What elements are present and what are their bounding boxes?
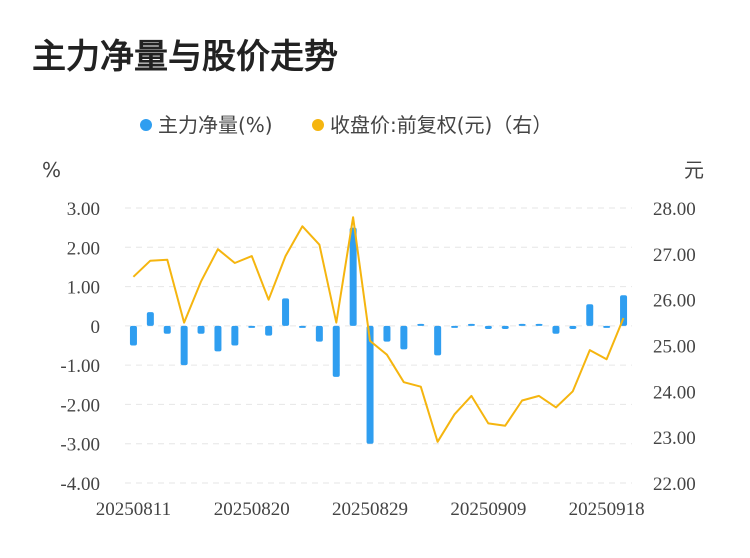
left-axis-ticks: 3.00 2.00 1.00 0 -1.00 -2.00 -3.00 -4.00: [60, 199, 100, 495]
net-volume-bar: [501, 325, 509, 329]
right-tick-label: 26.00: [653, 291, 696, 312]
right-tick-label: 28.00: [653, 199, 696, 220]
net-volume-bar: [434, 325, 442, 356]
net-volume-bar: [248, 325, 256, 328]
net-volume-bar: [332, 325, 340, 377]
net-volume-bars: [129, 227, 628, 444]
x-tick-label: 20250918: [569, 499, 645, 520]
left-tick-label: -3.00: [60, 435, 100, 456]
net-volume-bar: [603, 325, 611, 328]
net-volume-bar: [569, 325, 577, 329]
net-volume-bar: [214, 325, 222, 352]
close-price-line: [132, 216, 625, 443]
left-tick-label: 0: [91, 317, 101, 338]
left-tick-label: -1.00: [60, 356, 100, 377]
net-volume-bar: [349, 227, 357, 326]
right-tick-label: 22.00: [653, 474, 696, 495]
right-axis-unit: 元: [684, 158, 704, 182]
right-axis-ticks: 28.00 27.00 26.00 25.00 24.00 23.00 22.00: [653, 199, 696, 495]
net-volume-bar: [620, 295, 628, 326]
left-tick-label: 3.00: [67, 199, 100, 220]
left-tick-label: -2.00: [60, 395, 100, 416]
right-tick-label: 23.00: [653, 428, 696, 449]
legend-label-net-volume: 主力净量(%): [158, 113, 273, 137]
x-tick-label: 20250820: [214, 499, 290, 520]
net-volume-bar: [180, 325, 188, 366]
net-volume-bar: [231, 325, 239, 346]
net-volume-bar: [282, 298, 290, 326]
net-volume-bar: [129, 325, 137, 346]
net-volume-bar: [467, 323, 475, 326]
net-volume-bar: [586, 304, 594, 326]
net-volume-bar: [197, 325, 205, 334]
net-volume-bar: [265, 325, 273, 336]
net-volume-bar: [383, 325, 391, 342]
right-tick-label: 27.00: [653, 245, 696, 266]
legend: 主力净量(%) 收盘价:前复权(元)（右）: [140, 113, 552, 137]
legend-dot-close-price: [312, 119, 324, 131]
grid-lines: [125, 207, 632, 484]
close-price-line-group: [132, 216, 625, 443]
net-volume-bar: [451, 325, 459, 328]
x-tick-label: 20250909: [450, 499, 526, 520]
net-volume-bar: [298, 325, 306, 328]
net-volume-bar: [417, 323, 425, 326]
net-volume-bar: [366, 325, 374, 444]
x-tick-label: 20250829: [332, 499, 408, 520]
net-volume-bar: [146, 312, 154, 326]
right-tick-label: 25.00: [653, 337, 696, 358]
net-volume-bar: [552, 325, 560, 334]
left-tick-label: 1.00: [67, 278, 100, 299]
legend-label-close-price: 收盘价:前复权(元)（右）: [330, 113, 552, 137]
net-volume-bar: [484, 325, 492, 329]
right-tick-label: 24.00: [653, 382, 696, 403]
net-volume-bar: [163, 325, 171, 334]
net-volume-bar: [315, 325, 323, 342]
net-volume-bar: [400, 325, 408, 350]
left-tick-label: -4.00: [60, 474, 100, 495]
x-axis-ticks: 20250811 20250820 20250829 20250909 20250918: [96, 499, 645, 520]
net-volume-bar: [518, 323, 526, 326]
left-axis-unit: %: [42, 158, 61, 182]
chart-title: 主力净量与股价走势: [32, 37, 338, 77]
net-volume-bar: [535, 323, 543, 326]
left-tick-label: 2.00: [67, 238, 100, 259]
x-tick-label: 20250811: [96, 499, 171, 520]
legend-dot-net-volume: [140, 119, 152, 131]
